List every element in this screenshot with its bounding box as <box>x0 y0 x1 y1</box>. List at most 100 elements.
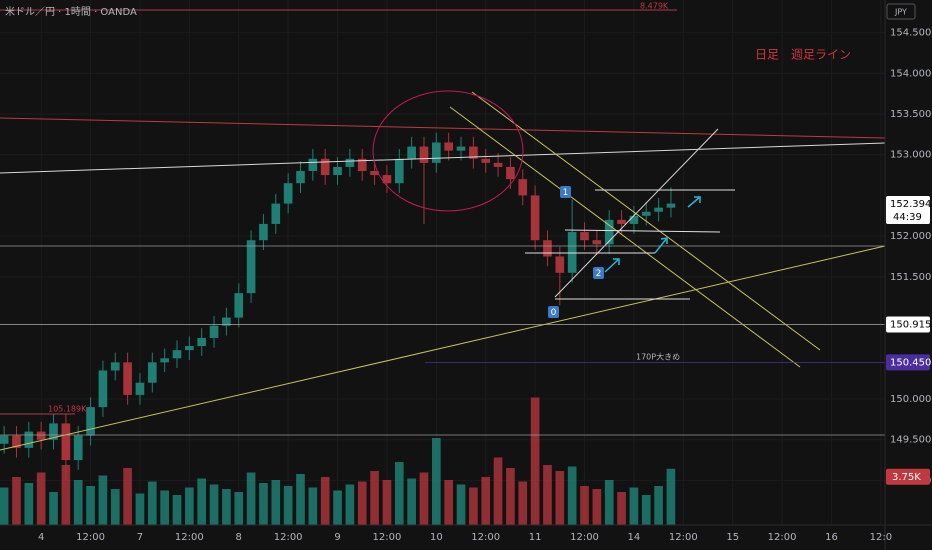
x-tick-label: 11 <box>529 532 542 543</box>
arrow <box>604 258 620 273</box>
volume-bar <box>419 472 429 525</box>
volume-bar <box>432 438 441 525</box>
arrow <box>687 196 701 208</box>
candle-body <box>382 175 392 184</box>
candle-body <box>469 146 478 159</box>
candle-body <box>222 317 231 326</box>
volume-bar <box>493 457 503 525</box>
volume-bar <box>49 492 58 525</box>
candle-body <box>296 171 305 184</box>
candle-body <box>283 183 293 204</box>
currency[interactable]: JPY <box>894 8 907 17</box>
candle-body <box>370 171 379 176</box>
volume-bar <box>160 490 169 525</box>
volume-badge-label: 3.75K <box>892 472 921 483</box>
candle-body <box>320 158 330 176</box>
candle-body <box>518 179 528 196</box>
volume-bar <box>617 492 626 525</box>
annotation: 8.479K <box>640 2 669 11</box>
wave-label: 1 <box>563 188 569 198</box>
candle-body <box>333 166 342 176</box>
candle-body <box>0 435 9 444</box>
volume-bar <box>357 481 367 525</box>
y-tick-label: 151.500 <box>890 272 931 283</box>
volume-bar <box>61 465 71 525</box>
candle-body <box>135 382 145 395</box>
x-tick-label: 9 <box>334 532 340 543</box>
candle-body <box>604 219 614 245</box>
volume-bar <box>641 495 651 525</box>
volume-bar <box>567 466 577 525</box>
candle-body <box>185 346 194 351</box>
note: 日足 週足ライン <box>755 48 851 62</box>
volume-bar <box>185 487 194 525</box>
price-badge-label: 152.394 <box>890 199 931 210</box>
candle-body <box>73 435 83 461</box>
volume-bar <box>259 483 268 525</box>
trend-line <box>554 128 719 298</box>
volume-bar <box>469 487 478 525</box>
y-tick-label: 153.000 <box>890 150 931 161</box>
candle-body <box>444 142 453 151</box>
candle-body <box>259 223 268 241</box>
volume-bar <box>234 492 244 525</box>
candle-body <box>666 203 676 208</box>
x-tick-label: 7 <box>137 532 143 543</box>
candle-body <box>160 358 169 363</box>
volume-bar <box>320 477 330 525</box>
candle-body <box>629 215 639 224</box>
x-tick-label: 12:00 <box>175 532 204 543</box>
label-box <box>593 267 604 279</box>
x-tick-label: 16 <box>825 532 838 543</box>
volume-bar <box>481 477 491 525</box>
candle-body <box>308 158 318 171</box>
volume-bar <box>506 468 515 525</box>
level-segment <box>564 229 721 233</box>
candle-body <box>493 162 503 167</box>
candle-body <box>617 219 626 224</box>
candle-body <box>197 337 207 347</box>
candle-body <box>456 146 466 151</box>
volume-bars <box>0 397 676 525</box>
price-badge <box>886 316 930 333</box>
volume-bar <box>0 487 9 525</box>
volume-bar <box>172 495 182 525</box>
x-tick-label: 4 <box>38 532 44 543</box>
candle-body <box>580 232 589 241</box>
volume-bar <box>666 468 676 525</box>
price-badge-label: 150.450 <box>890 357 931 368</box>
candle-body <box>592 240 602 245</box>
candle-body <box>357 158 367 171</box>
volume-bar <box>555 471 565 525</box>
y-tick-label: 152.000 <box>890 231 931 242</box>
candle-body <box>123 362 132 395</box>
candle-body <box>172 350 182 359</box>
label-box <box>560 186 571 198</box>
x-tick-label: 8 <box>236 532 242 543</box>
y-tick-label: 149.500 <box>890 435 931 446</box>
volume-bar <box>345 484 355 525</box>
countdown: 44:39 <box>893 212 922 223</box>
trend-line <box>0 117 886 139</box>
volume-bar <box>209 484 219 525</box>
volume-bar <box>222 489 231 525</box>
candle-body <box>407 146 416 159</box>
candle-body <box>209 325 219 338</box>
volume-bar <box>654 486 663 525</box>
y-tick-label: 150.000 <box>890 394 931 405</box>
volume-bar <box>394 462 404 525</box>
candle-body <box>61 423 71 461</box>
trend-line <box>0 142 886 174</box>
volume-bar <box>86 486 95 525</box>
volume-bar <box>308 487 318 525</box>
volume-bar <box>271 480 281 525</box>
highlight-circle <box>372 90 524 212</box>
wave-label: 2 <box>596 269 602 279</box>
candle-body <box>555 256 565 273</box>
drawings <box>0 9 886 451</box>
currency-box[interactable] <box>886 3 916 20</box>
y-tick-label: 153.500 <box>890 109 931 120</box>
candle-body <box>36 431 46 440</box>
candle-body <box>246 240 256 294</box>
